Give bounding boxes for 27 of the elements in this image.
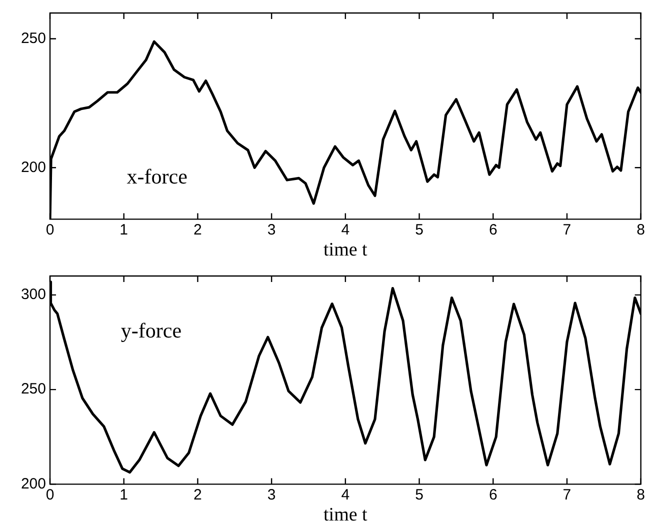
x-tick-label: 5 bbox=[415, 486, 424, 504]
x-tick-label: 2 bbox=[194, 486, 202, 504]
x-tick-label: 8 bbox=[636, 486, 645, 504]
y-tick-label: 200 bbox=[20, 475, 46, 492]
x-tick-label: 8 bbox=[636, 221, 645, 238]
x-tick-label: 0 bbox=[46, 486, 54, 504]
x-tick-label: 0 bbox=[46, 221, 54, 238]
x-tick-label: 4 bbox=[341, 221, 350, 238]
x-tick-label: 6 bbox=[488, 221, 498, 238]
x-tick-label: 6 bbox=[488, 486, 498, 504]
x-tick-label: 3 bbox=[267, 221, 276, 238]
y-tick-label: 250 bbox=[20, 380, 46, 398]
annotation: x-force bbox=[126, 164, 188, 188]
annotation: y-force bbox=[120, 318, 182, 343]
x-tick-label: 7 bbox=[562, 221, 572, 238]
y-tick-label: 250 bbox=[20, 30, 46, 47]
x-tick-label: 3 bbox=[267, 486, 276, 504]
x-tick-label: 2 bbox=[194, 221, 202, 238]
x-axis-title: time t bbox=[324, 240, 368, 261]
y-tick-label: 200 bbox=[20, 158, 46, 176]
x-axis-title: time t bbox=[324, 504, 368, 526]
x-tick-label: 7 bbox=[562, 486, 572, 504]
x-tick-label: 1 bbox=[120, 486, 128, 504]
x-tick-label: 1 bbox=[120, 221, 128, 238]
x-tick-label: 4 bbox=[341, 486, 350, 504]
x-tick-label: 5 bbox=[415, 221, 424, 238]
y-tick-label: 300 bbox=[20, 286, 46, 304]
